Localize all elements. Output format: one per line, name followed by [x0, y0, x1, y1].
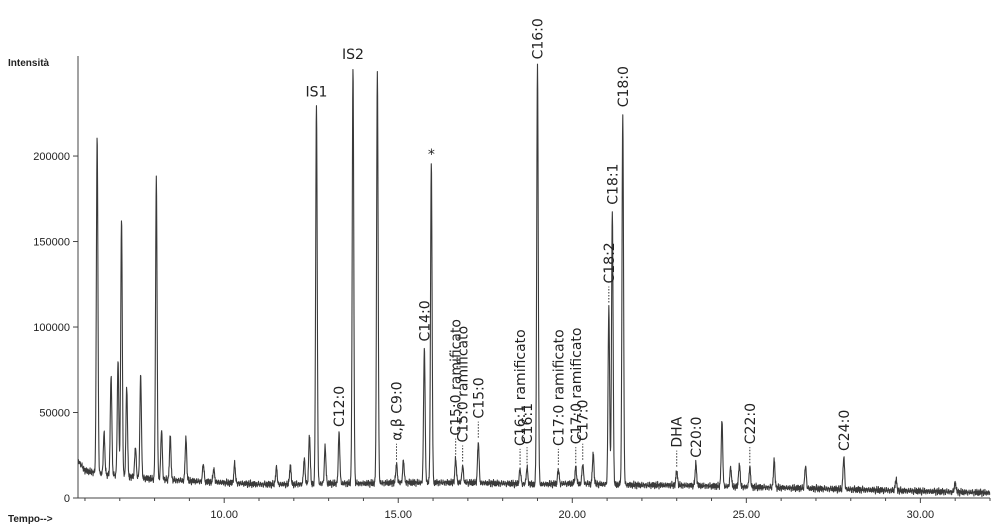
peak-label: C17:0 ramificato [569, 328, 585, 445]
x-tick-label: 30.00 [907, 509, 935, 521]
x-ticks: 10.00 15.00 20.00 25.00 30.00 [84, 498, 991, 521]
y-tick-label: 0 [64, 493, 70, 505]
peak-label: DHA [670, 416, 686, 447]
y-tick-label: 100000 [33, 322, 70, 334]
peak-label: C18:2 [602, 242, 618, 283]
y-ticks: 0 50000 100000 150000 200000 [33, 151, 78, 505]
peak-label: * [428, 147, 435, 163]
chromatogram-trace [77, 63, 991, 498]
peak-label: C22:0 [743, 403, 759, 444]
peak-label: C15:0 ramificato [449, 319, 465, 436]
peak-label: C15:0 [471, 377, 487, 418]
peak-label: C17:0 [576, 400, 592, 441]
peak-label: C18:0 [616, 66, 632, 107]
peak-label: C24:0 [837, 410, 853, 451]
x-tick-label: 15.00 [384, 509, 412, 521]
peak-label: C17:0 ramificato [551, 329, 567, 446]
peak-label: IS1 [305, 85, 327, 101]
y-axis-title: Intensità [8, 58, 50, 69]
peak-label: C16:1 [520, 403, 536, 444]
peak-annotations: IS1 IS2 * C12:0 α,β C9:0 C14:0 C15:0 ramificat… [305, 18, 853, 467]
peak-label: C18:1 [605, 164, 621, 205]
x-tick-label: 10.00 [210, 509, 238, 521]
x-axis-title: Tempo--> [8, 514, 53, 525]
y-tick-label: 50000 [39, 408, 70, 420]
peak-label: C16:1 ramificato [513, 329, 529, 446]
peak-label: C15:0 ramificato [456, 326, 472, 443]
y-tick-label: 150000 [33, 237, 70, 249]
peak-label: α,β C9:0 [390, 381, 406, 440]
y-tick-label: 200000 [33, 151, 70, 163]
peak-label: IS2 [342, 47, 364, 63]
peak-label: C20:0 [689, 417, 705, 458]
x-tick-label: 20.00 [559, 509, 587, 521]
peak-label: C16:0 [530, 18, 546, 59]
x-tick-label: 25.00 [733, 509, 761, 521]
peak-label: C14:0 [417, 300, 433, 341]
peak-label: C12:0 [332, 386, 348, 427]
